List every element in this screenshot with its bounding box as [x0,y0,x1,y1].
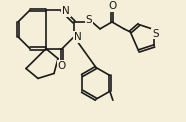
Text: O: O [109,1,117,11]
Text: S: S [86,15,92,25]
Text: N: N [74,32,82,42]
Text: O: O [58,61,66,71]
Text: N: N [62,6,70,16]
Text: S: S [152,29,159,39]
